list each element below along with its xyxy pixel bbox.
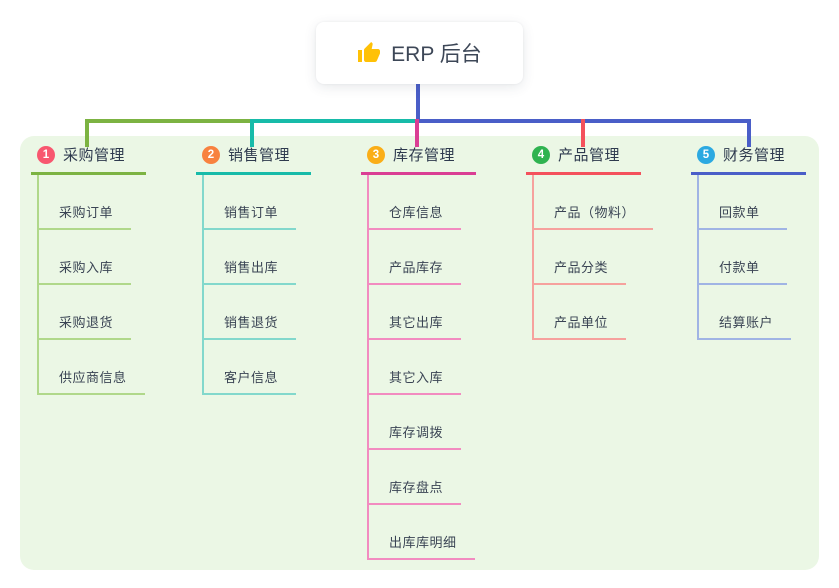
node-purchase-return[interactable]: 采购退货 — [39, 285, 132, 340]
branch-inventory: 3 库存管理 仓库信息 产品库存 其它出库 其它入库 库存调拨 库存盘点 出库库… — [361, 144, 476, 560]
branch-product: 4 产品管理 产品（物料） 产品分类 产品单位 — [526, 144, 654, 340]
root-node-label: ERP 后台 — [391, 43, 482, 66]
node-other-inbound[interactable]: 其它入库 — [369, 340, 462, 395]
node-stock-count[interactable]: 库存盘点 — [369, 450, 462, 505]
node-payment-bill[interactable]: 付款单 — [699, 230, 787, 285]
branch-finance: 5 财务管理 回款单 付款单 结算账户 — [691, 144, 806, 340]
connector-drop-inventory — [415, 119, 419, 147]
node-inout-detail[interactable]: 出库库明细 — [369, 505, 475, 560]
badge-number-2: 2 — [202, 145, 220, 164]
badge-number-4: 4 — [532, 145, 550, 164]
node-other-outbound[interactable]: 其它出库 — [369, 285, 462, 340]
branch-purchase-title[interactable]: 1 采购管理 — [31, 144, 146, 175]
branch-purchase: 1 采购管理 采购订单 采购入库 采购退货 供应商信息 — [31, 144, 146, 395]
node-sales-return[interactable]: 销售退货 — [204, 285, 297, 340]
connector-bar-sales — [252, 119, 417, 123]
badge-number-1: 1 — [37, 145, 55, 164]
branch-finance-label: 财务管理 — [723, 147, 786, 164]
node-sales-outbound[interactable]: 销售出库 — [204, 230, 297, 285]
root-trunk-line — [416, 84, 420, 121]
node-settlement-account[interactable]: 结算账户 — [699, 285, 792, 340]
branch-inventory-children: 仓库信息 产品库存 其它出库 其它入库 库存调拨 库存盘点 出库库明细 — [367, 175, 476, 560]
branch-purchase-label: 采购管理 — [63, 147, 126, 164]
connector-drop-purchase — [85, 119, 89, 147]
node-product-unit[interactable]: 产品单位 — [534, 285, 627, 340]
connector-bar-purchase — [85, 119, 252, 123]
connector-drop-finance — [747, 119, 751, 147]
branch-sales-label: 销售管理 — [228, 147, 291, 164]
mindmap-panel — [20, 136, 819, 570]
branch-sales-title[interactable]: 2 销售管理 — [196, 144, 311, 175]
branch-sales: 2 销售管理 销售订单 销售出库 销售退货 客户信息 — [196, 144, 311, 395]
branch-product-label: 产品管理 — [558, 147, 621, 164]
node-warehouse-info[interactable]: 仓库信息 — [369, 175, 462, 230]
thumbs-up-icon — [357, 41, 381, 65]
node-customer-info[interactable]: 客户信息 — [204, 340, 297, 395]
root-node-erp[interactable]: ERP 后台 — [316, 22, 523, 84]
node-purchase-order[interactable]: 采购订单 — [39, 175, 132, 230]
branch-inventory-label: 库存管理 — [393, 147, 456, 164]
node-product-category[interactable]: 产品分类 — [534, 230, 627, 285]
branch-finance-title[interactable]: 5 财务管理 — [691, 144, 806, 175]
node-sales-order[interactable]: 销售订单 — [204, 175, 297, 230]
node-receipt-bill[interactable]: 回款单 — [699, 175, 787, 230]
node-product-material[interactable]: 产品（物料） — [534, 175, 654, 230]
branch-product-title[interactable]: 4 产品管理 — [526, 144, 641, 175]
badge-number-3: 3 — [367, 145, 385, 164]
branch-inventory-title[interactable]: 3 库存管理 — [361, 144, 476, 175]
node-stock-transfer[interactable]: 库存调拨 — [369, 395, 462, 450]
badge-number-5: 5 — [697, 145, 715, 164]
branch-product-children: 产品（物料） 产品分类 产品单位 — [532, 175, 654, 340]
branch-sales-children: 销售订单 销售出库 销售退货 客户信息 — [202, 175, 311, 395]
branch-purchase-children: 采购订单 采购入库 采购退货 供应商信息 — [37, 175, 146, 395]
branch-finance-children: 回款单 付款单 结算账户 — [697, 175, 806, 340]
connector-drop-sales — [250, 119, 254, 147]
node-purchase-inbound[interactable]: 采购入库 — [39, 230, 132, 285]
node-supplier-info[interactable]: 供应商信息 — [39, 340, 145, 395]
connector-drop-product — [581, 119, 585, 147]
node-product-stock[interactable]: 产品库存 — [369, 230, 462, 285]
